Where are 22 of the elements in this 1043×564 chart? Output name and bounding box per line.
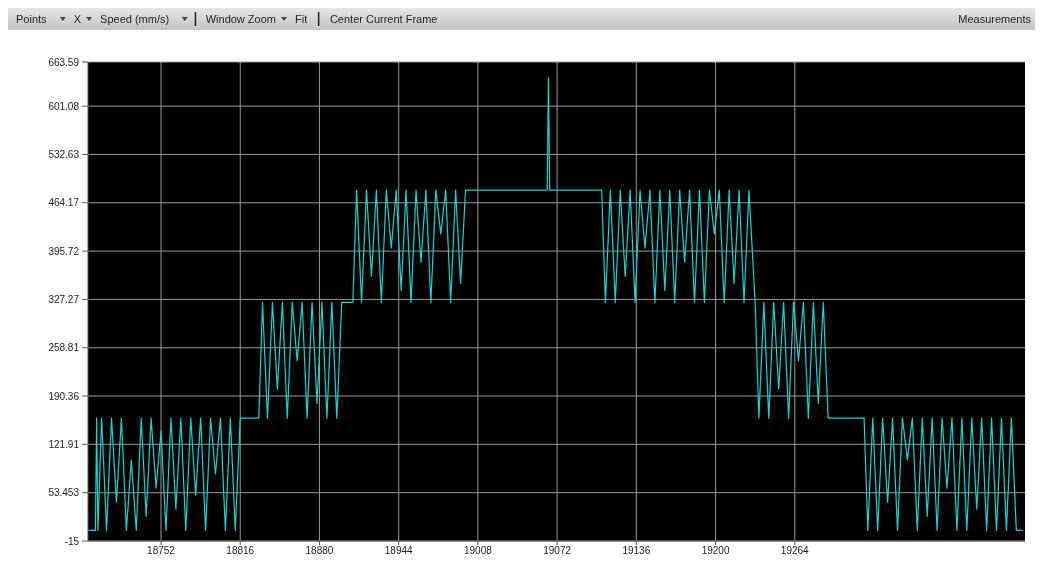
y-tick-label: 121.91	[48, 438, 80, 450]
y-tick-label: 532.63	[48, 148, 80, 160]
y-tick-label: -15	[64, 535, 80, 547]
line-series	[87, 77, 1024, 532]
x-tick-label: 19072	[543, 545, 572, 556]
x-tick-label: 19136	[622, 545, 651, 556]
y-tick-label: 601.08	[48, 100, 80, 112]
x-tick-label: 18816	[226, 545, 255, 556]
x-tick-label: 18752	[147, 545, 176, 556]
y-tick-label: 395.72	[48, 245, 80, 257]
toolbar: Points X Speed (mm/s) Window Zoom Fit Center Current Frame Measurements	[8, 8, 1035, 30]
x-tick-label: 18944	[384, 545, 414, 556]
y-tick-label: 53.453	[48, 487, 80, 499]
x-tick-label: 18880	[305, 545, 334, 556]
y-tick-label: 464.17	[48, 197, 80, 209]
y-tick-label: 190.36	[48, 390, 80, 402]
x-tick-label: 19200	[701, 545, 730, 556]
y-tick-label: 327.27	[48, 293, 80, 305]
x-tick-label: 19264	[780, 545, 810, 556]
y-tick-label: 258.81	[48, 342, 80, 354]
x-tick-label: 19008	[463, 545, 493, 556]
y-tick-label: 663.59	[48, 56, 80, 68]
